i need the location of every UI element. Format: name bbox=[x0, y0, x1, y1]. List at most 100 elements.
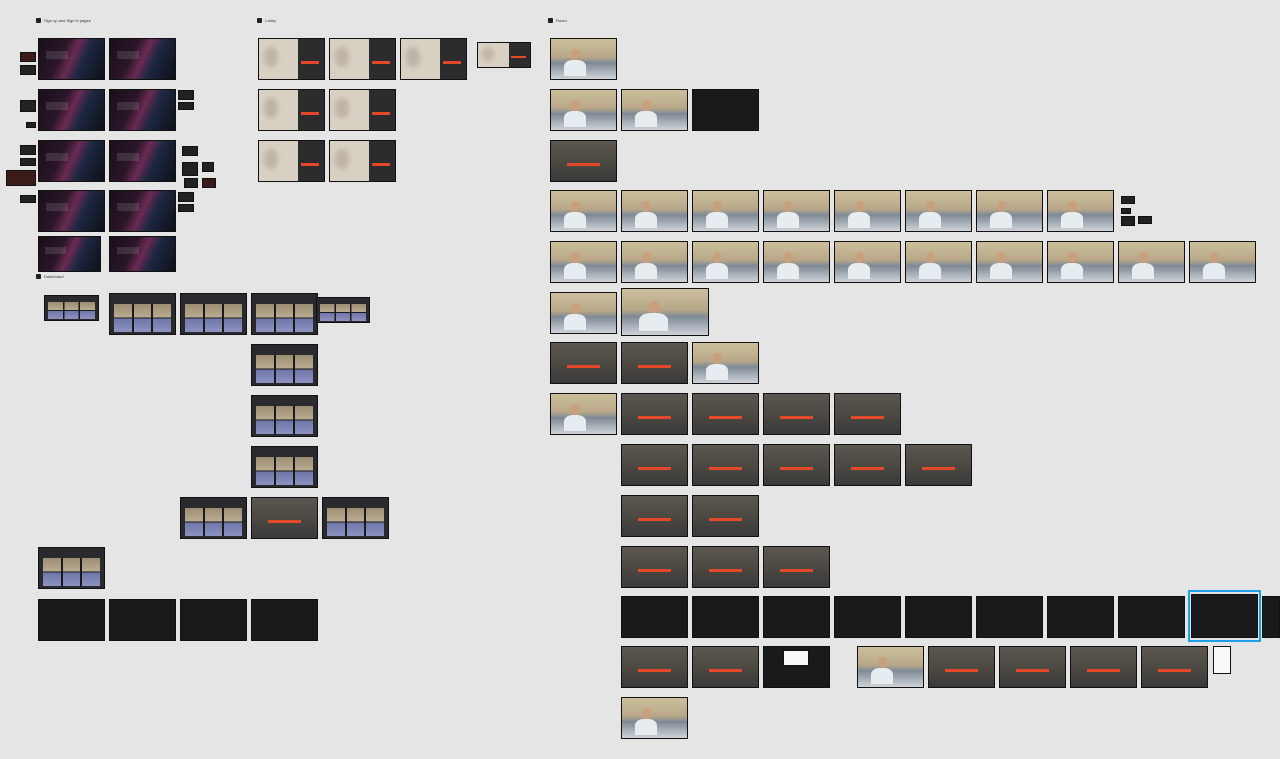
frame-dashboard[interactable] bbox=[251, 497, 318, 539]
frame-room[interactable] bbox=[1262, 596, 1280, 638]
frame-room[interactable] bbox=[621, 89, 688, 131]
frame-lobby[interactable] bbox=[258, 89, 325, 131]
frame-room[interactable] bbox=[1141, 646, 1208, 688]
frame-room[interactable] bbox=[857, 646, 924, 688]
frame-room[interactable] bbox=[692, 495, 759, 537]
frame-room[interactable] bbox=[621, 342, 688, 384]
frame-dashboard[interactable] bbox=[180, 599, 247, 641]
frame-signin[interactable] bbox=[109, 38, 176, 80]
frame-room[interactable] bbox=[834, 444, 901, 486]
frame-room[interactable] bbox=[550, 190, 617, 232]
frame-room[interactable] bbox=[621, 241, 688, 283]
component-frame[interactable] bbox=[26, 122, 36, 128]
frame-room[interactable] bbox=[550, 140, 617, 182]
frame-lobby[interactable] bbox=[258, 38, 325, 80]
component-frame[interactable] bbox=[184, 178, 198, 188]
frame-room[interactable] bbox=[621, 393, 688, 435]
frame-room[interactable] bbox=[763, 190, 830, 232]
frame-room[interactable] bbox=[621, 546, 688, 588]
component-frame[interactable] bbox=[6, 170, 36, 186]
frame-dashboard[interactable] bbox=[251, 293, 318, 335]
frame-room[interactable] bbox=[1047, 190, 1114, 232]
frame-dashboard[interactable] bbox=[251, 446, 318, 488]
frame-dashboard[interactable] bbox=[180, 293, 247, 335]
frame-signin[interactable] bbox=[38, 140, 105, 182]
frame-dashboard[interactable] bbox=[44, 295, 99, 321]
component-frame[interactable] bbox=[178, 102, 194, 110]
frame-room[interactable] bbox=[550, 241, 617, 283]
frame-room[interactable] bbox=[905, 444, 972, 486]
component-frame[interactable] bbox=[20, 145, 36, 155]
frame-lobby[interactable] bbox=[477, 42, 531, 68]
frame-room[interactable] bbox=[1118, 241, 1185, 283]
section-label-room[interactable]: Room bbox=[548, 18, 567, 23]
frame-room[interactable] bbox=[763, 596, 830, 638]
frame-room[interactable] bbox=[834, 596, 901, 638]
frame-room[interactable] bbox=[692, 393, 759, 435]
component-frame[interactable] bbox=[178, 192, 194, 202]
frame-room[interactable] bbox=[763, 393, 830, 435]
component-frame[interactable] bbox=[20, 158, 36, 166]
component-frame[interactable] bbox=[178, 90, 194, 100]
component-frame[interactable] bbox=[1121, 216, 1135, 226]
frame-dashboard[interactable] bbox=[322, 497, 389, 539]
frame-room[interactable] bbox=[763, 444, 830, 486]
frame-signin[interactable] bbox=[38, 190, 105, 232]
frame-signin[interactable] bbox=[38, 236, 101, 272]
frame-room[interactable] bbox=[976, 241, 1043, 283]
frame-room[interactable] bbox=[905, 596, 972, 638]
frame-room[interactable] bbox=[692, 342, 759, 384]
frame-room[interactable] bbox=[621, 596, 688, 638]
frame-signin[interactable] bbox=[109, 236, 176, 272]
frame-lobby[interactable] bbox=[329, 89, 396, 131]
frame-room[interactable] bbox=[692, 596, 759, 638]
frame-dashboard[interactable] bbox=[251, 599, 318, 641]
frame-room[interactable] bbox=[1189, 241, 1256, 283]
frame-lobby[interactable] bbox=[329, 38, 396, 80]
frame-signin[interactable] bbox=[109, 89, 176, 131]
frame-room-mobile[interactable] bbox=[1213, 646, 1231, 674]
frame-signin[interactable] bbox=[109, 190, 176, 232]
component-frame[interactable] bbox=[202, 178, 216, 188]
frame-room[interactable] bbox=[905, 241, 972, 283]
component-frame[interactable] bbox=[182, 146, 198, 156]
section-label-lobby[interactable]: Lobby bbox=[257, 18, 276, 23]
section-label-dashboard[interactable]: Dashboard bbox=[36, 274, 64, 279]
frame-room[interactable] bbox=[928, 646, 995, 688]
frame-room[interactable] bbox=[692, 546, 759, 588]
frame-room[interactable] bbox=[976, 190, 1043, 232]
frame-dashboard[interactable] bbox=[180, 497, 247, 539]
component-frame[interactable] bbox=[1121, 196, 1135, 204]
frame-dashboard[interactable] bbox=[38, 547, 105, 589]
frame-room-dialog[interactable] bbox=[783, 650, 809, 666]
frame-dashboard[interactable] bbox=[251, 344, 318, 386]
frame-room[interactable] bbox=[621, 697, 688, 739]
frame-room[interactable] bbox=[905, 190, 972, 232]
frame-room[interactable] bbox=[621, 444, 688, 486]
frame-room[interactable] bbox=[834, 190, 901, 232]
frame-dashboard[interactable] bbox=[251, 395, 318, 437]
frame-room[interactable] bbox=[550, 342, 617, 384]
frame-room[interactable] bbox=[834, 393, 901, 435]
frame-room[interactable] bbox=[692, 241, 759, 283]
frame-room-selected[interactable] bbox=[1191, 594, 1258, 638]
component-frame[interactable] bbox=[202, 162, 214, 172]
frame-dashboard[interactable] bbox=[109, 599, 176, 641]
component-frame[interactable] bbox=[1121, 208, 1131, 214]
frame-room[interactable] bbox=[692, 190, 759, 232]
frame-lobby[interactable] bbox=[400, 38, 467, 80]
frame-lobby[interactable] bbox=[258, 140, 325, 182]
frame-room[interactable] bbox=[692, 89, 759, 131]
frame-room[interactable] bbox=[621, 190, 688, 232]
frame-room[interactable] bbox=[1118, 596, 1185, 638]
frame-room[interactable] bbox=[1047, 241, 1114, 283]
frame-room[interactable] bbox=[550, 89, 617, 131]
frame-room[interactable] bbox=[621, 288, 709, 336]
frame-dashboard[interactable] bbox=[38, 599, 105, 641]
frame-room[interactable] bbox=[692, 646, 759, 688]
frame-signin[interactable] bbox=[38, 89, 105, 131]
frame-room[interactable] bbox=[621, 495, 688, 537]
frame-room[interactable] bbox=[550, 292, 617, 334]
frame-room[interactable] bbox=[621, 646, 688, 688]
